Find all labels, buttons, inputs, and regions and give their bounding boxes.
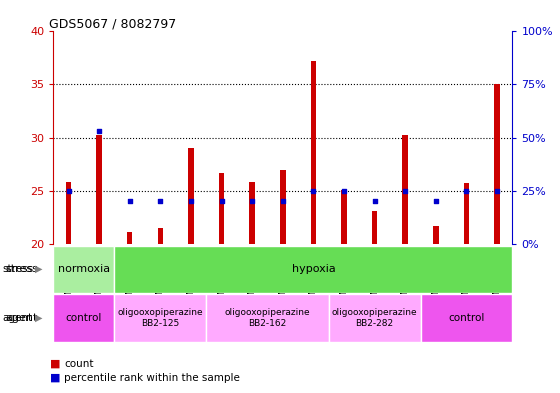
Text: ■: ■: [50, 358, 61, 369]
Bar: [206, 294, 329, 342]
Bar: [96, 136, 102, 244]
Text: ▶: ▶: [35, 313, 43, 323]
Bar: [433, 226, 438, 244]
Point: [339, 187, 348, 194]
Text: stress: stress: [3, 264, 34, 274]
Point: [431, 198, 440, 204]
Bar: [127, 232, 133, 244]
Text: count: count: [64, 358, 94, 369]
Point: [64, 187, 73, 194]
Point: [248, 198, 256, 204]
Point: [309, 187, 318, 194]
Bar: [341, 189, 347, 244]
Bar: [329, 294, 421, 342]
Point: [493, 187, 502, 194]
Text: oligooxopiperazine
BB2-125: oligooxopiperazine BB2-125: [118, 308, 203, 328]
Text: hypoxia: hypoxia: [292, 264, 335, 274]
Text: agent: agent: [3, 313, 33, 323]
Bar: [157, 228, 163, 244]
Bar: [372, 211, 377, 244]
Text: oligooxopiperazine
BB2-162: oligooxopiperazine BB2-162: [225, 308, 310, 328]
Text: ■: ■: [50, 373, 61, 383]
Bar: [53, 246, 114, 293]
Point: [278, 198, 287, 204]
Bar: [494, 84, 500, 244]
Bar: [188, 148, 194, 244]
Point: [370, 198, 379, 204]
Bar: [403, 136, 408, 244]
Text: normoxia: normoxia: [58, 264, 110, 274]
Point: [401, 187, 410, 194]
Text: ▶: ▶: [35, 264, 43, 274]
Bar: [280, 171, 286, 244]
Text: control: control: [66, 313, 102, 323]
Text: GDS5067 / 8082797: GDS5067 / 8082797: [49, 17, 176, 30]
Bar: [66, 182, 71, 244]
Point: [217, 198, 226, 204]
Point: [95, 128, 104, 134]
Point: [156, 198, 165, 204]
Bar: [219, 173, 225, 244]
Text: stress: stress: [6, 264, 39, 274]
Bar: [53, 294, 114, 342]
Text: agent: agent: [6, 313, 38, 323]
Point: [186, 198, 195, 204]
Bar: [249, 182, 255, 244]
Bar: [464, 183, 469, 244]
Bar: [114, 246, 512, 293]
Text: oligooxopiperazine
BB2-282: oligooxopiperazine BB2-282: [332, 308, 417, 328]
Text: percentile rank within the sample: percentile rank within the sample: [64, 373, 240, 383]
Bar: [421, 294, 512, 342]
Point: [125, 198, 134, 204]
Bar: [311, 61, 316, 244]
Point: [462, 187, 471, 194]
Text: control: control: [449, 313, 484, 323]
Bar: [114, 294, 206, 342]
